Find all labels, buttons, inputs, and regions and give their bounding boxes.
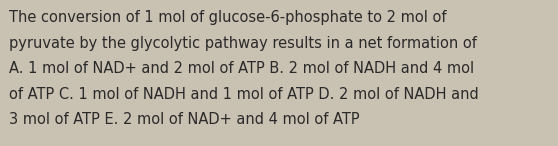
Text: 3 mol of ATP E. 2 mol of NAD+ and 4 mol of ATP: 3 mol of ATP E. 2 mol of NAD+ and 4 mol … xyxy=(9,112,359,127)
Text: The conversion of 1 mol of glucose-6-phosphate to 2 mol of: The conversion of 1 mol of glucose-6-pho… xyxy=(9,10,446,25)
Text: pyruvate by the glycolytic pathway results in a net formation of: pyruvate by the glycolytic pathway resul… xyxy=(9,36,477,51)
Text: A. 1 mol of NAD+ and 2 mol of ATP B. 2 mol of NADH and 4 mol: A. 1 mol of NAD+ and 2 mol of ATP B. 2 m… xyxy=(9,61,474,76)
Text: of ATP C. 1 mol of NADH and 1 mol of ATP D. 2 mol of NADH and: of ATP C. 1 mol of NADH and 1 mol of ATP… xyxy=(9,87,479,102)
